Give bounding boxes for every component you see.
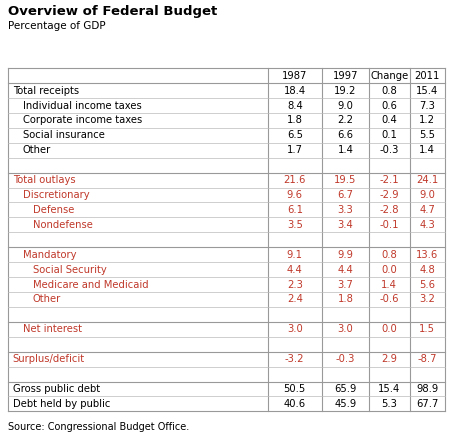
Text: 3.3: 3.3	[338, 205, 353, 215]
Text: 18.4: 18.4	[284, 86, 306, 95]
Text: 2.9: 2.9	[381, 354, 397, 364]
Text: 4.3: 4.3	[419, 220, 435, 230]
Text: Individual income taxes: Individual income taxes	[22, 100, 141, 110]
Text: 1.8: 1.8	[338, 294, 353, 304]
Text: 1.8: 1.8	[287, 115, 303, 125]
Text: -0.3: -0.3	[336, 354, 355, 364]
Text: 7.3: 7.3	[419, 100, 435, 110]
Text: 0.8: 0.8	[382, 86, 397, 95]
Text: 1.4: 1.4	[419, 145, 435, 155]
Text: -0.3: -0.3	[379, 145, 399, 155]
Text: 6.5: 6.5	[287, 130, 303, 140]
Text: Nondefense: Nondefense	[32, 220, 93, 230]
Text: 19.5: 19.5	[334, 175, 356, 185]
Text: 4.8: 4.8	[419, 264, 435, 275]
Text: Defense: Defense	[32, 205, 74, 215]
Text: Source: Congressional Budget Office.: Source: Congressional Budget Office.	[8, 422, 189, 432]
Text: -2.1: -2.1	[379, 175, 399, 185]
Text: 21.6: 21.6	[284, 175, 306, 185]
Text: 3.4: 3.4	[338, 220, 353, 230]
Text: 3.2: 3.2	[419, 294, 435, 304]
Text: 4.4: 4.4	[338, 264, 353, 275]
Text: Percentage of GDP: Percentage of GDP	[8, 21, 106, 31]
Text: 1987: 1987	[282, 71, 307, 81]
Text: 9.1: 9.1	[287, 250, 303, 260]
Text: 50.5: 50.5	[284, 384, 306, 394]
Text: 45.9: 45.9	[334, 399, 356, 409]
Text: 0.4: 0.4	[382, 115, 397, 125]
Text: Total outlays: Total outlays	[13, 175, 75, 185]
Text: 8.4: 8.4	[287, 100, 302, 110]
Text: Overview of Federal Budget: Overview of Federal Budget	[8, 4, 217, 18]
Text: Other: Other	[22, 145, 51, 155]
Text: 67.7: 67.7	[416, 399, 438, 409]
Text: 6.1: 6.1	[287, 205, 303, 215]
Text: 2011: 2011	[414, 71, 440, 81]
Text: 98.9: 98.9	[416, 384, 438, 394]
Text: 24.1: 24.1	[416, 175, 438, 185]
Text: 65.9: 65.9	[334, 384, 356, 394]
Text: Other: Other	[32, 294, 61, 304]
Text: 5.5: 5.5	[419, 130, 435, 140]
Text: Mandatory: Mandatory	[22, 250, 76, 260]
Text: Debt held by public: Debt held by public	[13, 399, 110, 409]
Text: Social insurance: Social insurance	[22, 130, 104, 140]
Text: Total receipts: Total receipts	[13, 86, 79, 95]
Text: -0.6: -0.6	[379, 294, 399, 304]
Text: 0.1: 0.1	[381, 130, 397, 140]
Text: Change: Change	[370, 71, 409, 81]
Text: Gross public debt: Gross public debt	[13, 384, 100, 394]
Text: 9.6: 9.6	[287, 190, 303, 200]
Text: 40.6: 40.6	[284, 399, 306, 409]
Text: Medicare and Medicaid: Medicare and Medicaid	[32, 279, 148, 290]
Text: 0.0: 0.0	[382, 264, 397, 275]
Text: 0.6: 0.6	[381, 100, 397, 110]
Text: 6.7: 6.7	[338, 190, 353, 200]
Text: 1.4: 1.4	[338, 145, 353, 155]
Text: 0.0: 0.0	[382, 324, 397, 334]
Text: Social Security: Social Security	[32, 264, 106, 275]
Text: -3.2: -3.2	[285, 354, 305, 364]
Text: 1.7: 1.7	[287, 145, 303, 155]
Text: 5.6: 5.6	[419, 279, 435, 290]
Text: 15.4: 15.4	[378, 384, 400, 394]
Text: Net interest: Net interest	[22, 324, 81, 334]
Text: -8.7: -8.7	[417, 354, 437, 364]
Text: 5.3: 5.3	[381, 399, 397, 409]
Text: -2.8: -2.8	[379, 205, 399, 215]
Text: 4.7: 4.7	[419, 205, 435, 215]
Text: 3.5: 3.5	[287, 220, 303, 230]
Text: 9.0: 9.0	[338, 100, 353, 110]
Text: 13.6: 13.6	[416, 250, 438, 260]
Text: 2.2: 2.2	[338, 115, 353, 125]
Text: -0.1: -0.1	[379, 220, 399, 230]
Text: 15.4: 15.4	[416, 86, 438, 95]
Text: 9.9: 9.9	[338, 250, 353, 260]
Text: 2.3: 2.3	[287, 279, 303, 290]
Text: 3.0: 3.0	[338, 324, 353, 334]
Text: Surplus/deficit: Surplus/deficit	[13, 354, 85, 364]
Text: 1.5: 1.5	[419, 324, 435, 334]
Text: 3.7: 3.7	[338, 279, 353, 290]
Text: 1997: 1997	[333, 71, 358, 81]
Text: -2.9: -2.9	[379, 190, 399, 200]
Text: 1.2: 1.2	[419, 115, 435, 125]
Text: Corporate income taxes: Corporate income taxes	[22, 115, 142, 125]
Text: 9.0: 9.0	[419, 190, 435, 200]
Text: 0.8: 0.8	[382, 250, 397, 260]
Text: 1.4: 1.4	[381, 279, 397, 290]
Text: 2.4: 2.4	[287, 294, 303, 304]
Text: 6.6: 6.6	[338, 130, 353, 140]
Text: 3.0: 3.0	[287, 324, 302, 334]
Text: 19.2: 19.2	[334, 86, 356, 95]
Text: Discretionary: Discretionary	[22, 190, 89, 200]
Text: 4.4: 4.4	[287, 264, 302, 275]
